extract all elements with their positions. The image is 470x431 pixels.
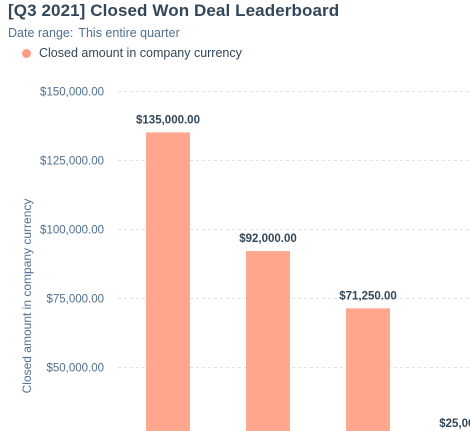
- y-tick-label: $125,000.00: [40, 156, 104, 168]
- data-labels: $135,000.00 $92,000.00 $71,250.00 $25,000.0…: [136, 114, 470, 430]
- chart-title: [Q3 2021] Closed Won Deal Leaderboard: [8, 1, 340, 20]
- gridlines: [118, 91, 470, 368]
- bar-value-label: $25,000.00: [439, 418, 470, 430]
- bar-value-label: $71,250.00: [339, 290, 397, 302]
- y-tick-label: $75,000.00: [46, 294, 104, 306]
- bar-value-label: $92,000.00: [239, 233, 297, 245]
- bar[interactable]: [346, 308, 390, 431]
- date-range-value: This entire quarter: [78, 26, 180, 40]
- y-axis-ticks: $50,000.00 $75,000.00 $100,000.00 $125,000.…: [40, 87, 104, 375]
- bars: [146, 132, 390, 431]
- legend-label: Closed amount in company currency: [39, 46, 242, 60]
- y-tick-label: $100,000.00: [40, 225, 104, 237]
- bar-value-label: $135,000.00: [136, 114, 200, 126]
- bar[interactable]: [146, 132, 190, 431]
- y-tick-label: $150,000.00: [40, 87, 104, 99]
- y-axis-title: Closed amount in company currency: [20, 199, 34, 394]
- y-tick-label: $50,000.00: [46, 363, 104, 375]
- date-range-label: Date range:: [8, 26, 74, 40]
- legend[interactable]: Closed amount in company currency: [22, 46, 242, 60]
- date-range: Date range: This entire quarter: [8, 26, 180, 40]
- legend-swatch-icon: [22, 48, 31, 58]
- bar[interactable]: [246, 251, 290, 431]
